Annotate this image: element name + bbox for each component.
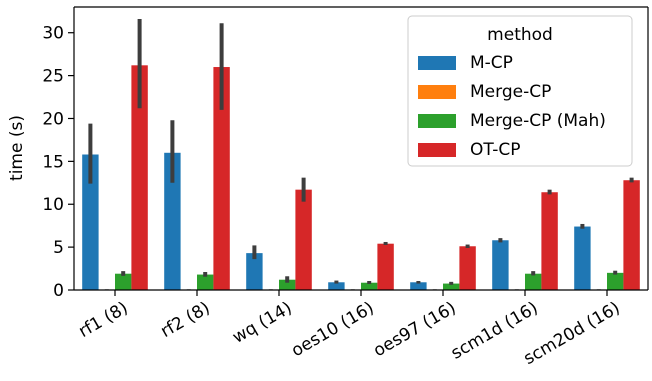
legend-swatch bbox=[418, 114, 456, 128]
y-tick-label: 15 bbox=[42, 152, 64, 172]
y-tick-label: 5 bbox=[53, 238, 64, 258]
legend-swatch bbox=[418, 85, 456, 99]
bar bbox=[197, 274, 214, 290]
bar bbox=[443, 283, 460, 290]
bar bbox=[115, 273, 132, 290]
y-tick-label: 20 bbox=[42, 109, 64, 129]
bar bbox=[377, 243, 394, 290]
bar bbox=[164, 152, 181, 290]
bar bbox=[213, 67, 230, 290]
error-bars-layer bbox=[88, 19, 634, 290]
bar bbox=[574, 226, 591, 290]
bar bbox=[295, 189, 312, 290]
legend-frame bbox=[407, 15, 633, 167]
x-tick-label: oes97 (16) bbox=[370, 298, 459, 361]
x-tick-label: rf2 (8) bbox=[157, 298, 213, 342]
legend-entry-label: Merge-CP (Mah) bbox=[470, 111, 606, 131]
legend-entry-label: Merge-CP bbox=[470, 82, 551, 102]
y-tick-label: 0 bbox=[53, 281, 64, 301]
y-tick-label: 10 bbox=[42, 195, 64, 215]
legend-entry-label: M-CP bbox=[470, 53, 513, 73]
x-tick-label: oes10 (16) bbox=[288, 298, 377, 361]
legend: method M-CP Merge-CP Merge-CP (Mah) OT-CP bbox=[407, 15, 633, 167]
bar bbox=[410, 282, 427, 290]
y-axis-label: time (s) bbox=[7, 115, 27, 181]
bar bbox=[328, 282, 345, 290]
legend-swatch bbox=[418, 56, 456, 70]
legend-entry-label: OT-CP bbox=[470, 140, 520, 160]
x-tick-label: rf1 (8) bbox=[75, 298, 131, 342]
bar bbox=[82, 154, 99, 290]
bar bbox=[279, 279, 296, 290]
y-tick-label: 30 bbox=[42, 24, 64, 44]
bar bbox=[492, 240, 509, 290]
bar bbox=[131, 65, 148, 290]
y-tick-label: 25 bbox=[42, 67, 64, 87]
bar bbox=[459, 246, 476, 290]
bar bbox=[607, 272, 624, 290]
bar bbox=[623, 180, 640, 290]
bar bbox=[246, 253, 263, 290]
x-tick-label: wq (14) bbox=[229, 298, 295, 348]
bars-layer bbox=[82, 65, 640, 290]
bar bbox=[525, 273, 542, 290]
bar bbox=[361, 282, 378, 290]
bar bbox=[541, 192, 558, 290]
legend-swatch bbox=[418, 143, 456, 157]
legend-title: method bbox=[487, 25, 553, 45]
